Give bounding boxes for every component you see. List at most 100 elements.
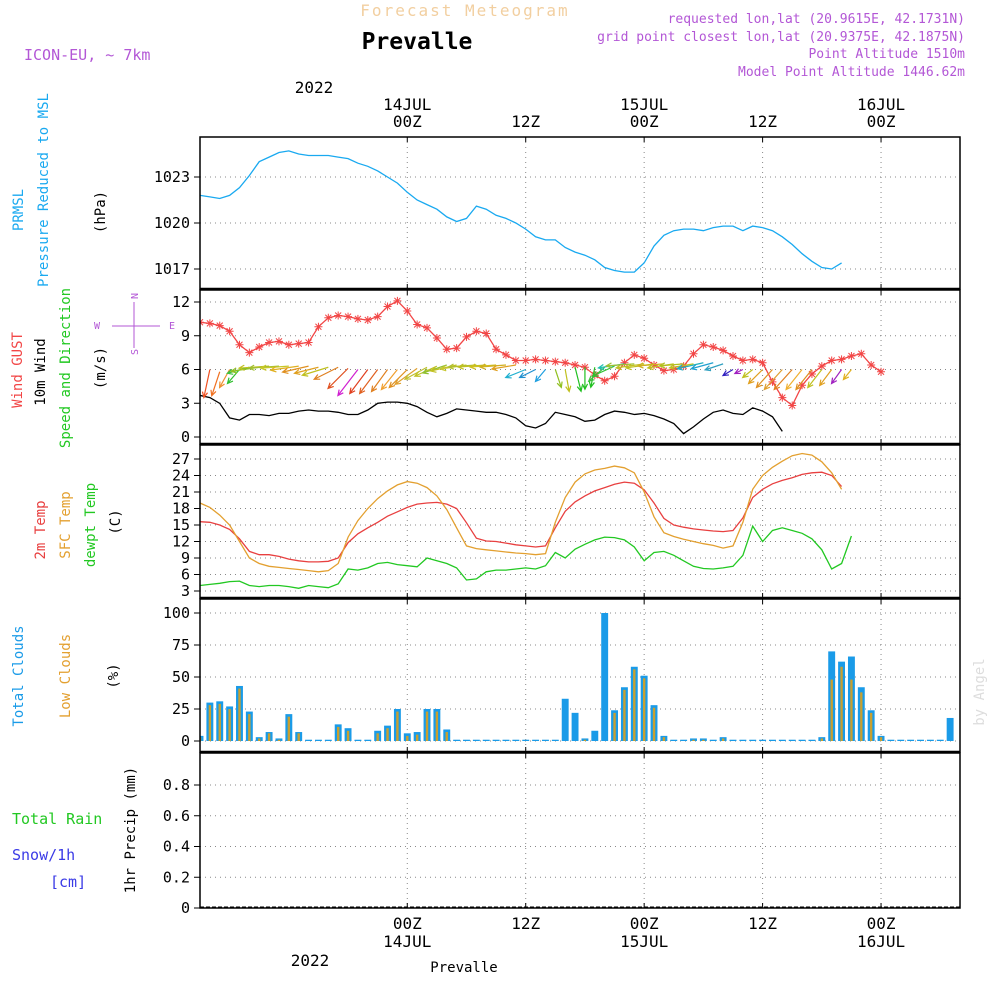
- y-tick-label: 25: [172, 700, 190, 718]
- gust-point: [748, 355, 757, 364]
- y-tick-label: 15: [172, 516, 190, 534]
- gust-point: [857, 349, 866, 358]
- wind-arrow: [293, 366, 319, 376]
- gust-series-line: [200, 300, 882, 407]
- gust-point: [205, 319, 214, 328]
- total-cloud-bar: [502, 739, 510, 741]
- wind-panel: 0 3 6 9 12: [172, 289, 961, 446]
- bottom-tick-label: 12Z: [511, 914, 540, 933]
- station-title: Prevalle: [362, 29, 473, 55]
- wind-label: 10m Wind: [33, 338, 49, 405]
- pressure-unit: (hPa): [93, 191, 109, 233]
- total-cloud-bar: [482, 739, 490, 741]
- gust-point: [215, 321, 224, 330]
- total-cloud-bar: [571, 712, 579, 741]
- gust-point: [778, 393, 787, 402]
- bottom-tick-label: 00Z: [867, 914, 896, 933]
- total-cloud-bar: [453, 739, 461, 741]
- low-cloud-bar: [228, 709, 231, 741]
- precip-unit: 1hr Precip (mm): [123, 767, 139, 893]
- gust-point: [314, 322, 323, 331]
- total-cloud-bar: [769, 739, 776, 741]
- pressure-series-line: [200, 150, 842, 273]
- sfc-series-line: [200, 452, 843, 573]
- panel-frame: [199, 598, 961, 753]
- gust-point: [807, 370, 816, 378]
- snow-label: Snow/1h: [12, 846, 75, 864]
- gust-point: [788, 401, 797, 410]
- low-cloud-bar: [258, 738, 261, 741]
- y-tick-label: 1023: [154, 168, 190, 186]
- y-tick-label: 100: [163, 604, 190, 622]
- total-clouds-label: Total Clouds: [11, 625, 27, 726]
- gust-point: [304, 338, 313, 347]
- low-cloud-bar: [396, 711, 399, 741]
- bottom-tick-label: 00Z: [630, 914, 659, 933]
- total-cloud-bar: [936, 739, 944, 741]
- gust-point: [561, 358, 570, 367]
- wind-arrow: [388, 369, 408, 389]
- low-cloud-bar: [869, 712, 873, 741]
- total-cloud-bar: [798, 739, 806, 741]
- wind-arrow: [676, 362, 704, 371]
- wind-arrow: [370, 369, 389, 393]
- low-cloud-bar: [702, 739, 705, 741]
- total-cloud-bar: [561, 698, 569, 741]
- gust-point: [482, 329, 491, 338]
- wind-dir-label: Speed and Direction: [58, 288, 74, 448]
- pressure-label: Pressure Reduced to MSL: [36, 93, 52, 287]
- wind-arrow: [394, 367, 418, 386]
- low-cloud-bar: [623, 689, 626, 741]
- gust-point: [867, 361, 876, 369]
- gust-point: [689, 349, 698, 358]
- snow-unit: [cm]: [50, 873, 86, 891]
- bottom-tick-label: 00Z: [393, 914, 422, 933]
- wind-arrow: [773, 369, 793, 391]
- y-tick-label: 0.6: [163, 807, 190, 825]
- sfc-label: SFC Temp: [58, 491, 74, 558]
- gust-point: [423, 323, 432, 332]
- gust-point: [817, 362, 826, 371]
- gust-point: [403, 307, 412, 315]
- bottom-day-label: 15JUL: [620, 932, 668, 951]
- top-day-label: 14JUL: [383, 95, 431, 114]
- gust-point: [353, 314, 362, 323]
- total-cloud-bar: [542, 739, 549, 741]
- top-tick-label: 12Z: [748, 112, 777, 131]
- gust-point: [413, 320, 422, 329]
- compass-w: W: [94, 321, 101, 332]
- total-cloud-bar: [522, 739, 530, 741]
- y-tick-label: 12: [172, 533, 190, 551]
- wind-arrow: [504, 368, 526, 379]
- low-cloud-bar: [860, 692, 863, 741]
- forecast-title: Forecast Meteogram: [360, 1, 569, 20]
- gust-point: [274, 337, 283, 346]
- total-cloud-bar: [512, 739, 520, 741]
- y-tick-label: 0: [181, 732, 190, 750]
- total-cloud-bar: [305, 739, 313, 741]
- total-cloud-bar: [364, 739, 372, 741]
- gust-point: [452, 344, 461, 353]
- requested-coords: requested lon,lat (20.9615E, 42.1731N): [668, 12, 965, 27]
- gust-point: [709, 343, 718, 351]
- low-cloud-bar: [850, 679, 853, 741]
- panel-frame: [199, 444, 961, 599]
- plot-area: [200, 296, 886, 435]
- wind-arrow: [210, 371, 221, 398]
- wind-unit: (m/s): [93, 347, 109, 389]
- wind-arrow: [785, 369, 803, 391]
- wind-arrow: [201, 369, 211, 399]
- wind-arrow: [554, 369, 563, 389]
- y-tick-label: 21: [172, 483, 190, 501]
- gust-point: [383, 302, 392, 311]
- total-cloud-bar: [917, 739, 924, 741]
- low-cloud-bar: [820, 738, 824, 741]
- gust-point: [798, 381, 807, 390]
- bottom-day-label: 14JUL: [383, 932, 431, 951]
- top-tick-label: 00Z: [630, 112, 659, 131]
- wind-arrow: [581, 367, 589, 391]
- total-cloud-bar: [759, 739, 767, 741]
- clouds-panel: 0 25 50 75 100: [163, 598, 961, 753]
- gust-point: [630, 350, 639, 359]
